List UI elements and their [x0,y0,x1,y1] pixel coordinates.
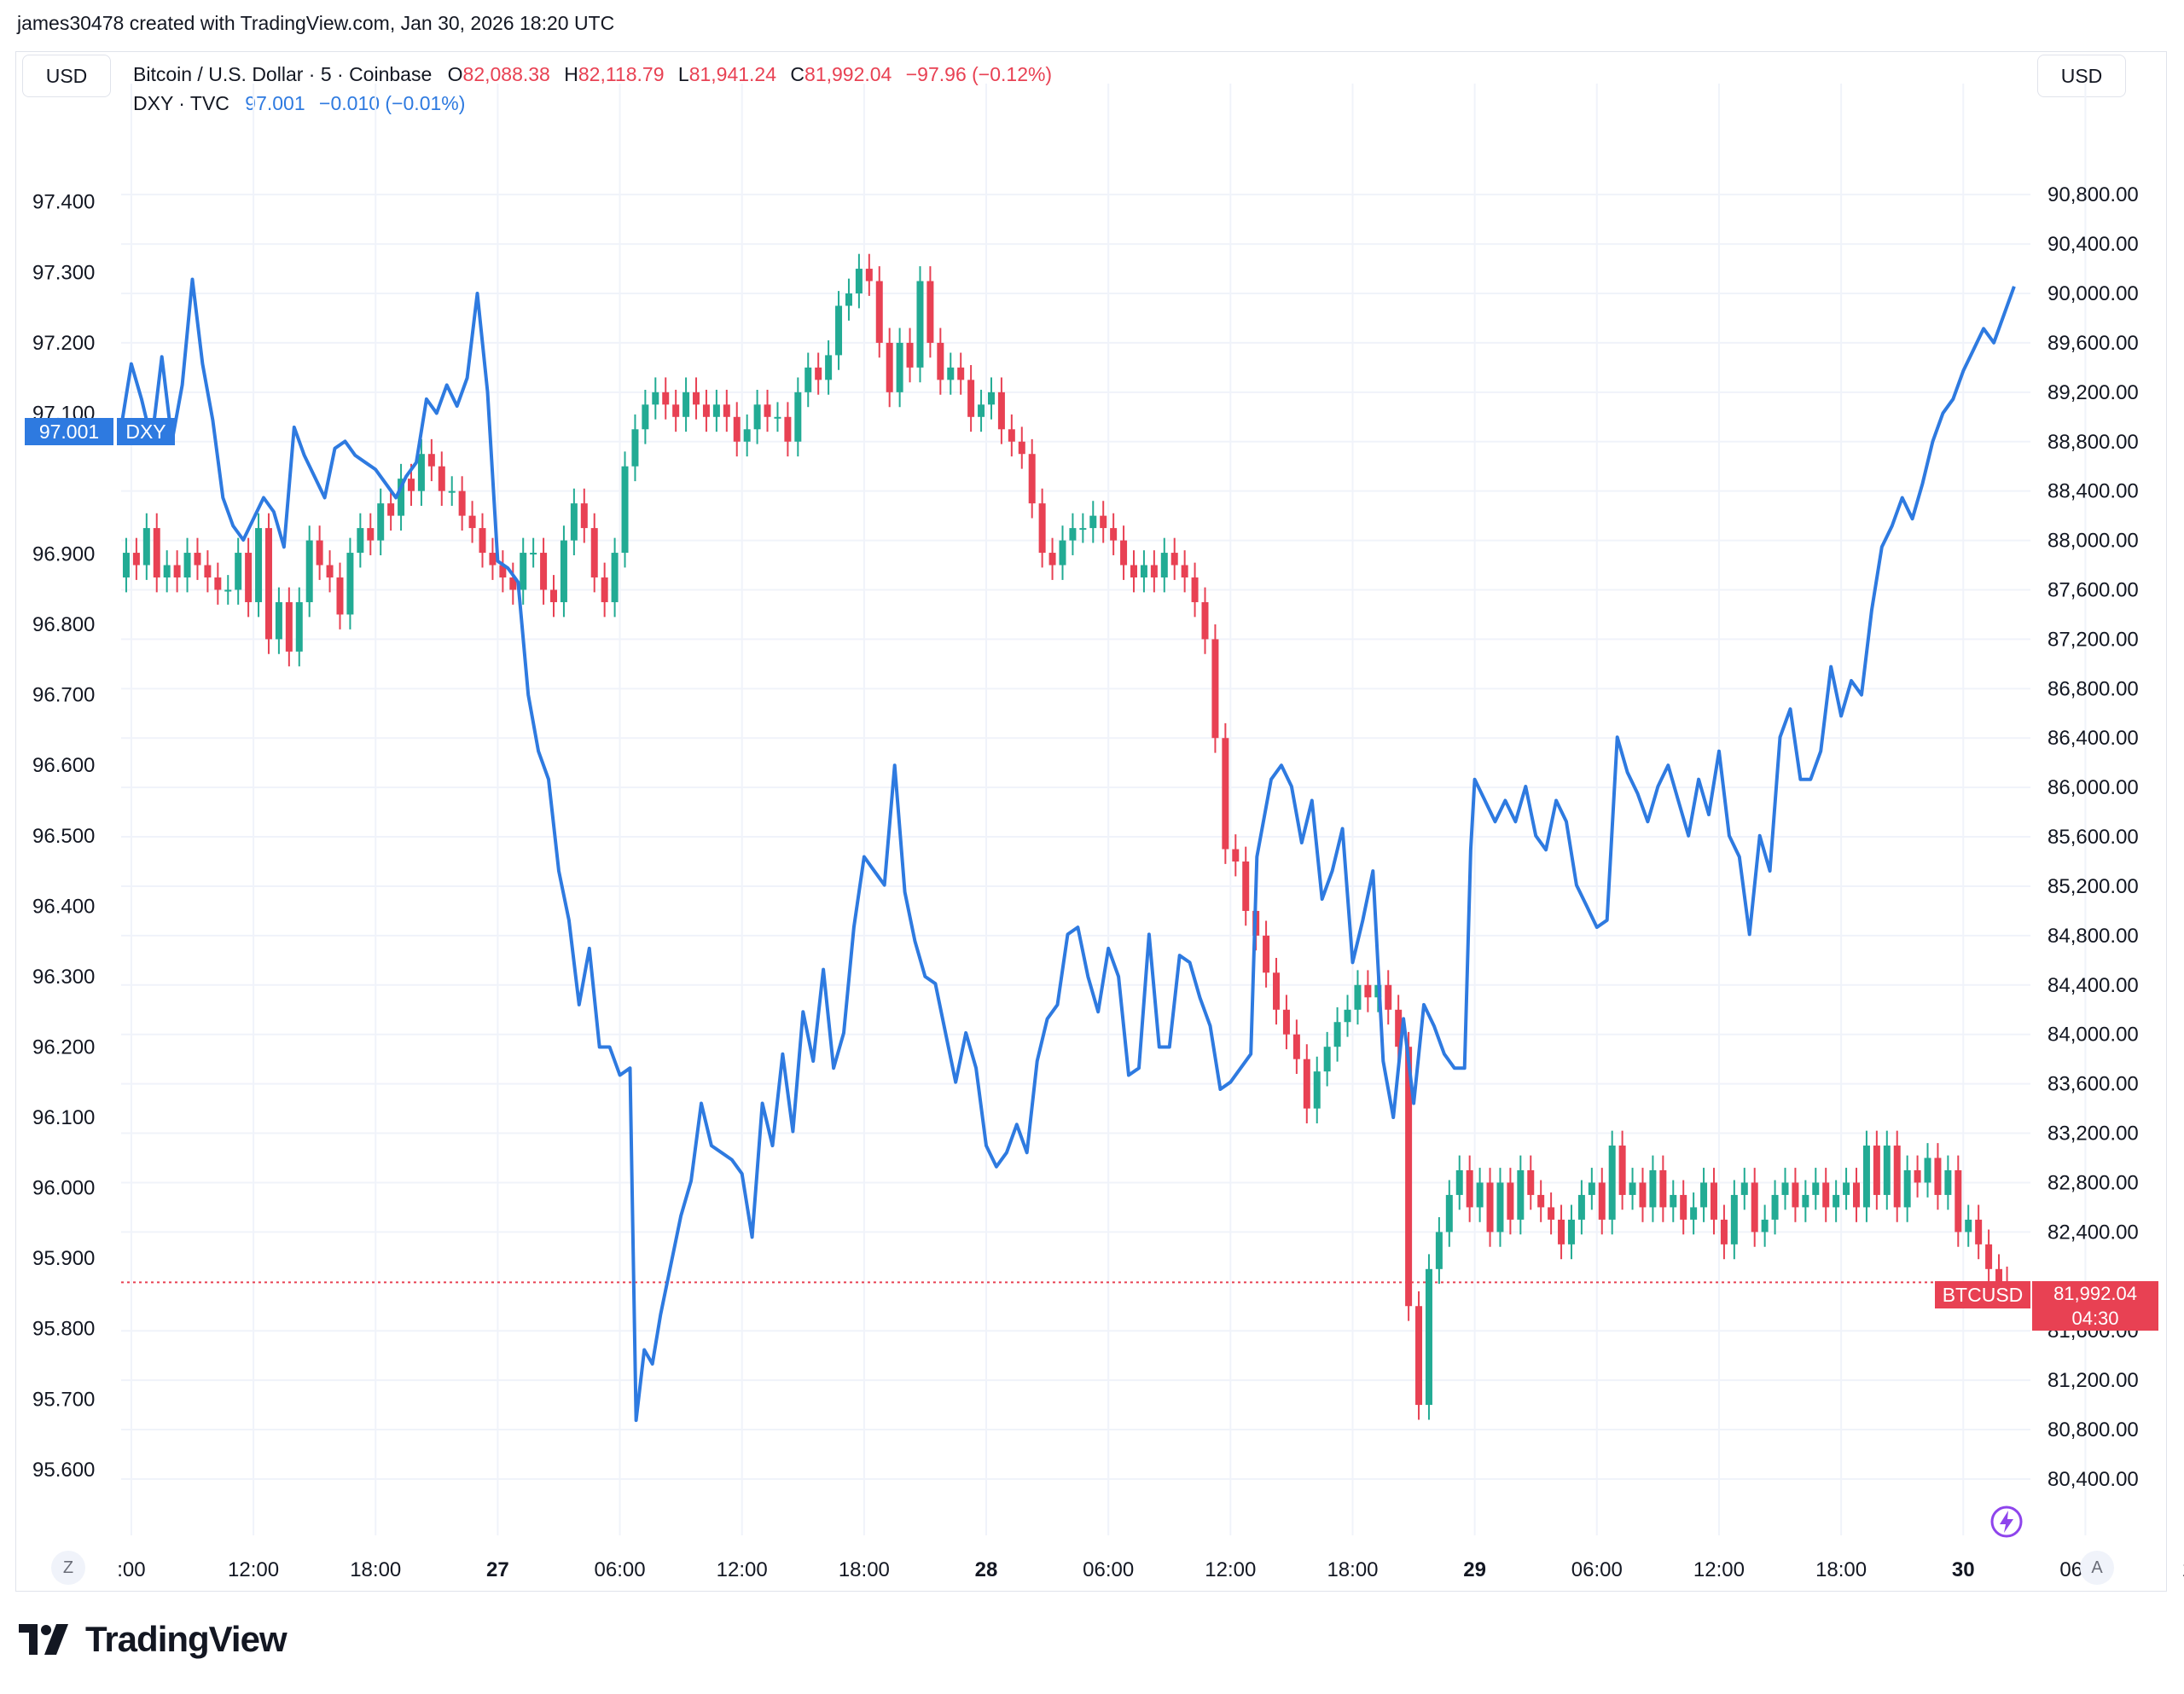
btc-price-badge-value: 81,992.04 [2053,1283,2137,1304]
btc-price-badge: 81,992.04 04:30 [2032,1281,2158,1331]
tradingview-logo-text: TradingView [85,1619,288,1659]
btc-countdown: 04:30 [2071,1308,2119,1329]
tradingview-logo-icon [19,1624,68,1655]
legend-close-label: C [790,63,805,85]
left-currency-button[interactable]: USD [22,55,111,97]
legend-btc-row: Bitcoin / U.S. Dollar · 5 · Coinbase O82… [133,60,1052,89]
legend-btc-name[interactable]: Bitcoin / U.S. Dollar · 5 · Coinbase [133,63,433,85]
legend-open-value: 82,088.38 [462,63,550,85]
chart-frame [15,51,2167,1592]
legend: Bitcoin / U.S. Dollar · 5 · Coinbase O82… [133,60,1052,118]
legend-btc-change: −97.96 (−0.12%) [905,63,1053,85]
legend-high-label: H [564,63,578,85]
legend-dxy-name[interactable]: DXY · TVC [133,92,229,114]
legend-low-value: 81,941.24 [688,63,777,85]
legend-close-value: 81,992.04 [804,63,892,85]
dxy-price-badge: 97.001 [25,418,113,445]
legend-dxy-row: DXY · TVC 97.001 −0.010 (−0.01%) [133,89,1052,118]
legend-open-label: O [447,63,463,85]
legend-high-value: 82,118.79 [578,63,665,85]
dxy-symbol-badge: DXY [117,418,175,445]
auto-scale-button[interactable]: A [2080,1551,2114,1585]
reset-scale-button[interactable]: Z [51,1551,85,1585]
chart-credit: james30478 created with TradingView.com,… [17,12,615,34]
legend-dxy-value: 97.001 [245,92,305,114]
legend-dxy-change: −0.010 (−0.01%) [319,92,466,114]
lightning-icon[interactable] [1988,1503,2025,1540]
btc-symbol-badge: BTCUSD [1935,1281,2030,1308]
tradingview-logo[interactable]: TradingView [19,1619,288,1660]
legend-low-label: L [677,63,689,85]
right-currency-button[interactable]: USD [2037,55,2126,97]
